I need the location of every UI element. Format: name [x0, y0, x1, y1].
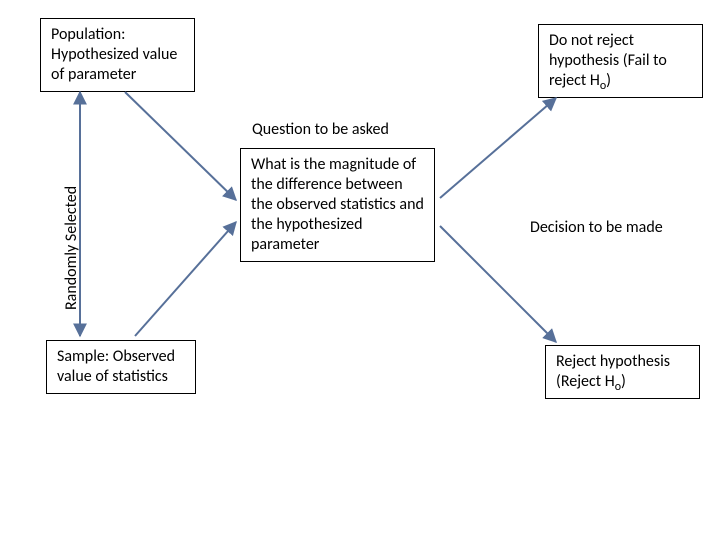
label-question-text: Question to be asked [252, 120, 389, 139]
label-decision: Decision to be made [530, 218, 663, 237]
node-do-not-reject-text: Do not reject hypothesis (Fail to reject… [549, 31, 667, 90]
label-decision-text: Decision to be made [530, 218, 663, 237]
node-sample: Sample: Observed value of statistics [46, 340, 196, 394]
node-population: Population: Hypothesized value of parame… [40, 18, 195, 92]
node-sample-text: Sample: Observed value of statistics [57, 347, 175, 386]
label-randomly-selected-text: Randomly Selected [62, 186, 81, 310]
edge-population-question [125, 92, 236, 200]
node-do-not-reject: Do not reject hypothesis (Fail to reject… [538, 24, 703, 98]
node-reject: Reject hypothesis (Reject Ho) [545, 345, 700, 399]
node-reject-text: Reject hypothesis (Reject Ho) [556, 352, 670, 391]
node-question: What is the magnitude of the difference … [240, 148, 435, 262]
node-population-text: Population: Hypothesized value of parame… [51, 25, 177, 84]
edge-sample-question [135, 222, 236, 336]
label-question: Question to be asked [252, 120, 389, 139]
edge-question-reject [440, 226, 556, 342]
node-question-text: What is the magnitude of the difference … [251, 155, 424, 254]
label-randomly-selected: Randomly Selected [62, 186, 81, 310]
edge-question-do-not-reject [440, 98, 556, 198]
